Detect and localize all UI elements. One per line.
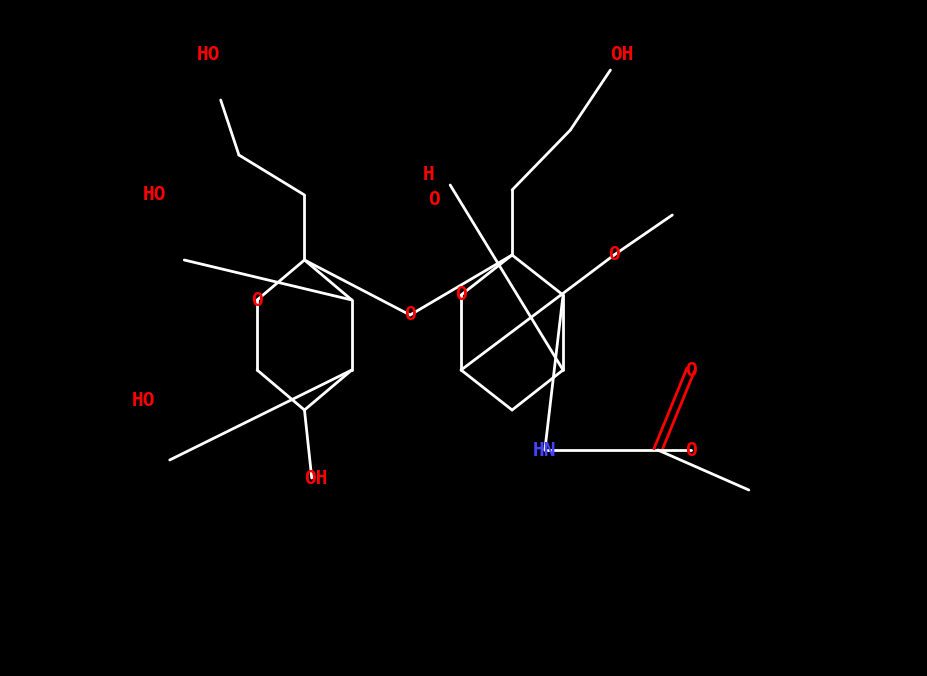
Text: O: O [404, 306, 415, 324]
Text: HO: HO [143, 185, 166, 205]
Text: O: O [455, 285, 466, 304]
Text: OH: OH [610, 45, 633, 64]
Text: HO: HO [197, 45, 221, 64]
Text: O: O [251, 291, 262, 310]
Text: H: H [422, 166, 434, 185]
Text: O: O [684, 360, 695, 379]
Text: O: O [684, 441, 695, 460]
Text: O: O [607, 245, 619, 264]
Text: OH: OH [304, 468, 327, 487]
Text: O: O [428, 191, 439, 210]
Text: HO: HO [132, 391, 155, 410]
Text: HN: HN [532, 441, 556, 460]
